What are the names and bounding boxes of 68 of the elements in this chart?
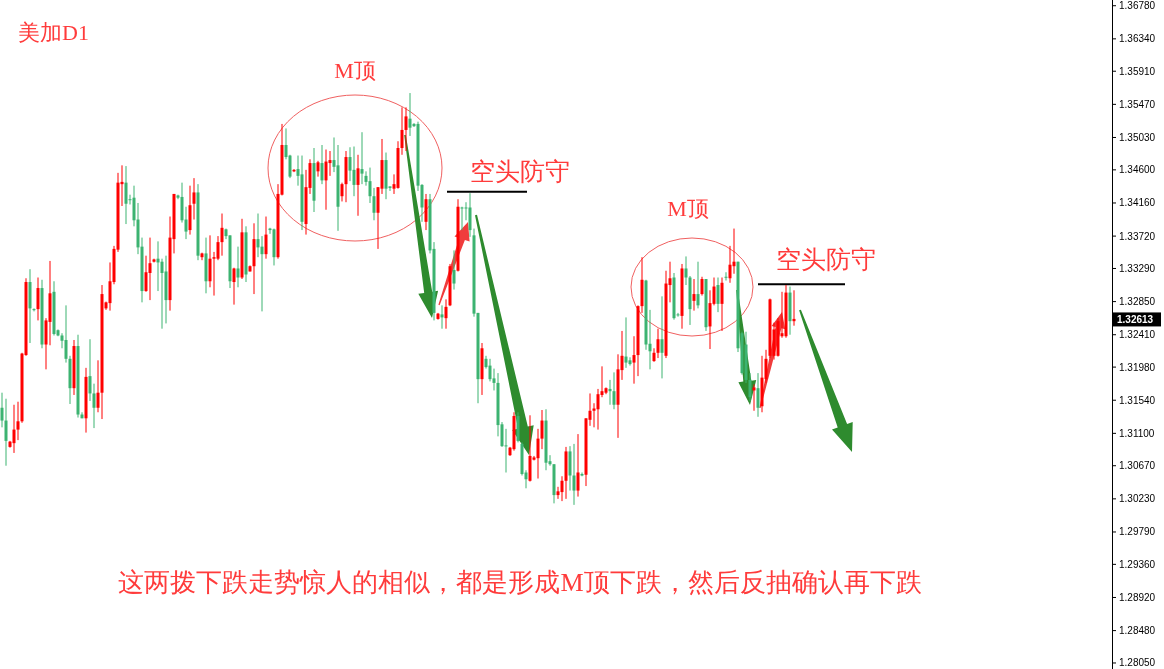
y-tick-label: 1.31980 xyxy=(1119,361,1156,373)
y-tick-label: 1.29360 xyxy=(1119,558,1156,570)
y-tick-label: 1.31100 xyxy=(1119,427,1155,439)
candlestick xyxy=(408,92,412,137)
y-tick-label: 1.29790 xyxy=(1119,526,1156,538)
candlestick xyxy=(260,235,264,312)
candlestick xyxy=(424,193,428,231)
candlestick xyxy=(572,443,576,506)
candlestick xyxy=(692,278,696,312)
candlestick xyxy=(696,261,700,309)
y-tick-label: 1.35470 xyxy=(1119,98,1156,110)
candlestick xyxy=(404,106,408,152)
y-tick-label: 1.30230 xyxy=(1119,493,1156,505)
candlestick xyxy=(720,277,724,332)
y-tick-label: 1.33290 xyxy=(1119,262,1156,274)
y-tick-label: 1.35910 xyxy=(1119,65,1156,77)
candlestick xyxy=(324,149,328,211)
candlestick xyxy=(504,428,508,473)
candlestick xyxy=(328,150,332,177)
candlestick xyxy=(12,404,16,454)
candlestick xyxy=(624,316,628,369)
candlestick xyxy=(752,383,756,412)
candlestick xyxy=(220,213,224,257)
candlestick xyxy=(724,271,728,282)
candlestick xyxy=(628,356,632,367)
annotation: M顶 xyxy=(334,58,376,83)
candlestick xyxy=(656,328,660,359)
candlestick xyxy=(660,295,664,379)
y-tick-label: 1.32410 xyxy=(1119,329,1156,341)
annotation: M顶 xyxy=(667,196,709,221)
candlestick xyxy=(460,206,464,231)
candlestick xyxy=(700,276,704,297)
candlestick xyxy=(320,144,324,185)
y-tick-label: 1.36340 xyxy=(1119,33,1156,45)
y-tick-label: 1.32850 xyxy=(1119,296,1156,308)
y-tick-label: 1.28480 xyxy=(1119,625,1156,637)
y-tick-label: 1.32613 xyxy=(1117,314,1154,326)
y-tick-label: 1.34160 xyxy=(1119,197,1156,209)
candlestick xyxy=(440,304,444,330)
y-tick-label: 1.28050 xyxy=(1119,657,1156,669)
candlestick xyxy=(756,372,760,418)
candlestick xyxy=(356,154,360,217)
candlestick xyxy=(36,277,40,321)
candlestick xyxy=(148,237,152,301)
candlestick xyxy=(124,165,128,225)
y-tick-label: 1.30670 xyxy=(1119,460,1156,472)
ref-line-label: 空头防守 xyxy=(470,157,570,185)
text: 美加D1 xyxy=(18,20,89,45)
candlestick xyxy=(160,258,164,330)
candlestick xyxy=(576,433,580,498)
y-tick-label: 1.31540 xyxy=(1119,394,1156,406)
candlestick xyxy=(452,249,456,291)
candlestick xyxy=(264,216,268,260)
candlestick xyxy=(612,371,616,410)
annotation: 这两拨下跌走势惊人的相似，都是形成M顶下跌，然后反抽确认再下跌 xyxy=(118,568,922,597)
candlestick xyxy=(4,398,8,467)
ref-line-label: 空头防守 xyxy=(776,246,876,274)
y-tick-label: 1.34600 xyxy=(1119,164,1156,176)
y-tick-label: 1.35030 xyxy=(1119,131,1156,143)
candlestick xyxy=(352,146,356,197)
y-tick-label: 1.36780 xyxy=(1119,0,1156,12)
y-tick-label: 1.28920 xyxy=(1119,591,1156,603)
candlestick xyxy=(444,298,448,330)
candlestick xyxy=(716,277,720,313)
y-tick-label: 1.33720 xyxy=(1119,230,1156,242)
candlestick xyxy=(360,131,364,185)
candlestick xyxy=(232,267,236,306)
candlestick xyxy=(236,246,240,288)
